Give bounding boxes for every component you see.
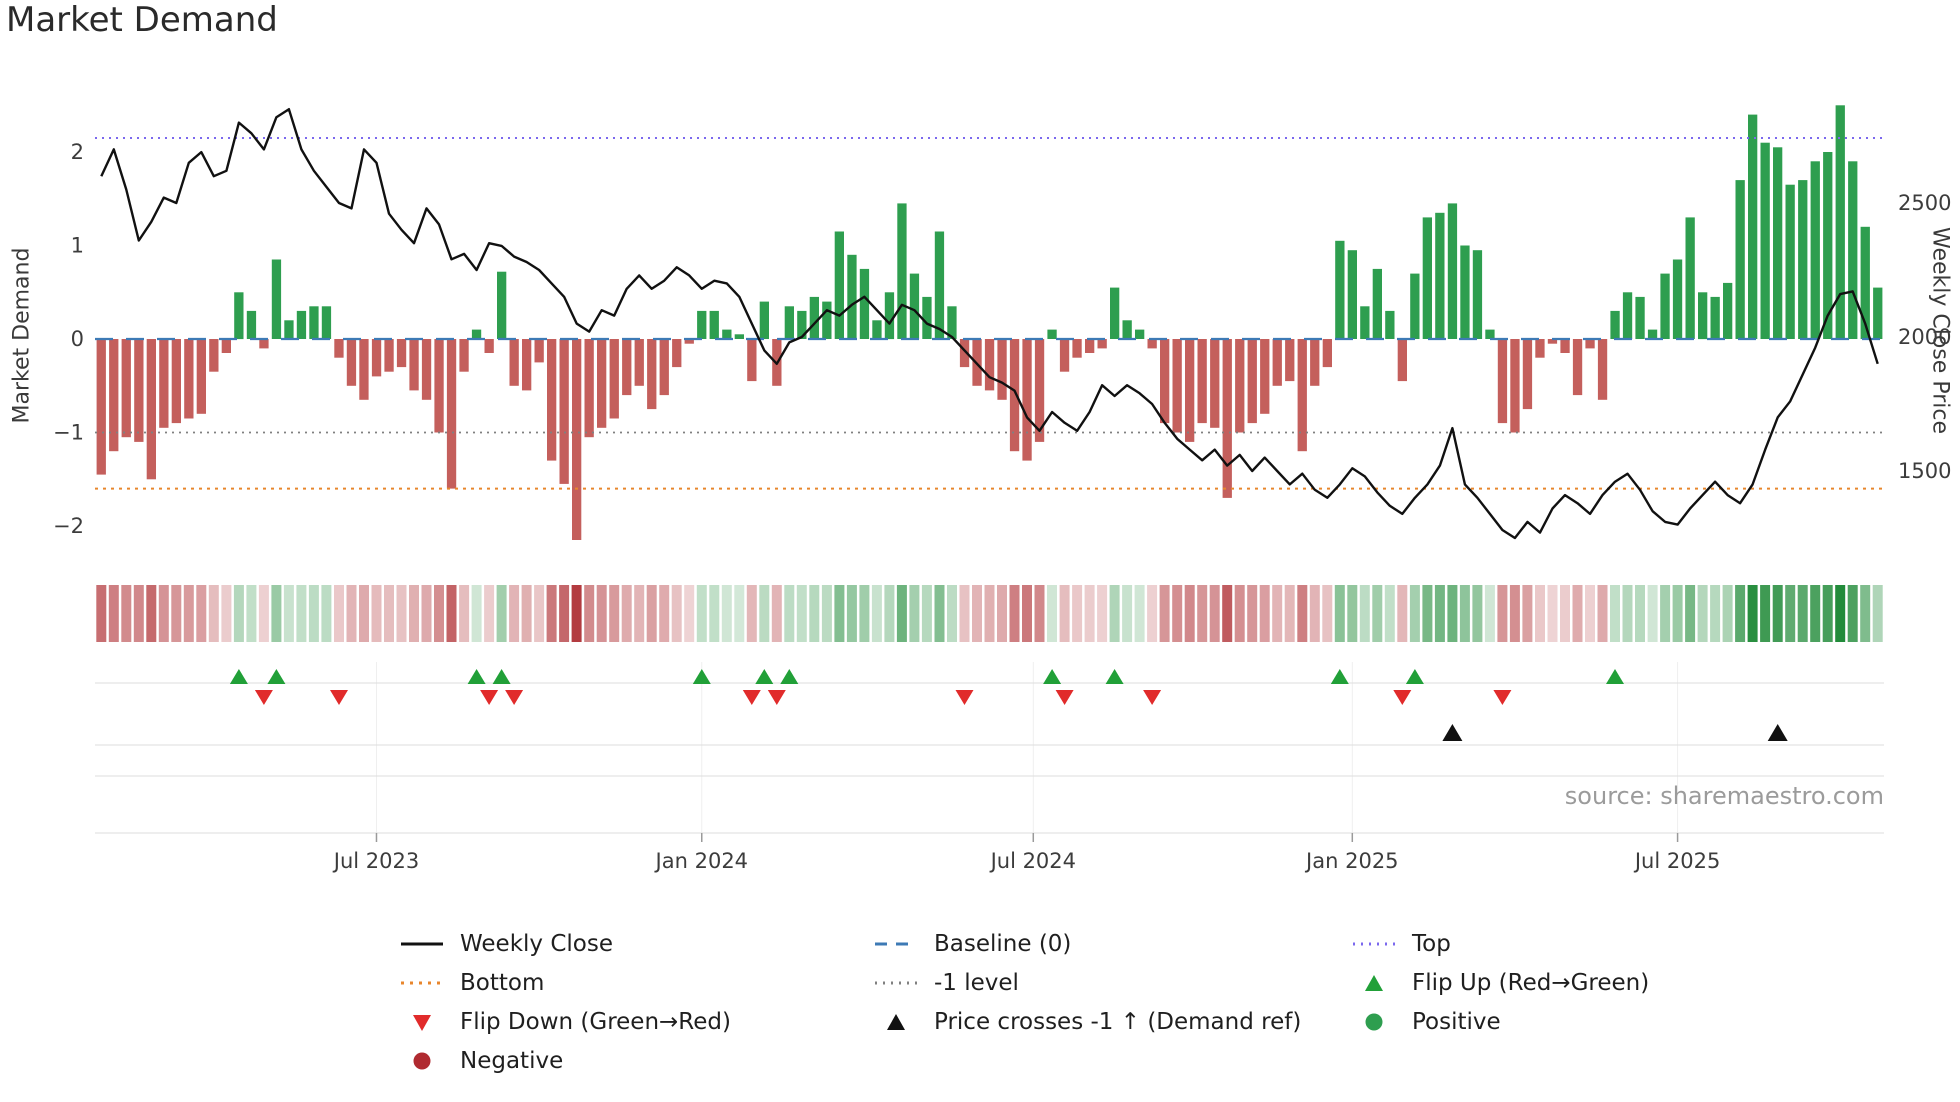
svg-text:0: 0 xyxy=(71,327,84,351)
svg-text:−2: −2 xyxy=(53,514,84,538)
axis-ticks: 2 1 0 −1 −2 2500 2000 1500 Jul 2023 Jan 2024 Jul 2… xyxy=(53,140,1951,873)
market-demand-chart: 2 1 0 −1 −2 2500 2000 1500 Jul 2023 Jan 2024 Jul 2… xyxy=(53,105,1951,873)
legend-label-price-cross: Price crosses -1 ↑ (Demand ref) xyxy=(934,1008,1302,1035)
legend-item-flip-down: Flip Down (Green→Red) xyxy=(398,1009,872,1035)
price-cross-marker xyxy=(1442,724,1463,741)
svg-text:2500: 2500 xyxy=(1898,191,1951,215)
flip-up-marker xyxy=(755,669,774,684)
baseline-dashed-line-icon xyxy=(872,933,920,955)
flip-up-marker xyxy=(1105,669,1124,684)
price-cross-marker xyxy=(1767,724,1788,741)
flip-up-marker xyxy=(1405,669,1424,684)
flip-down-marker xyxy=(1393,690,1412,705)
legend-item-weekly-close: Weekly Close xyxy=(398,931,872,957)
page-title: Market Demand xyxy=(6,0,278,40)
flip-up-triangle-icon xyxy=(1350,972,1398,994)
legend-item-negative: Negative xyxy=(398,1048,872,1074)
flip-down-marker xyxy=(955,690,974,705)
legend-item-bottom: Bottom xyxy=(398,970,872,996)
price-cross-triangle-icon xyxy=(872,1011,920,1033)
flip-down-triangle-icon xyxy=(398,1011,446,1033)
negative-dot-icon xyxy=(398,1050,446,1072)
legend-item-top: Top xyxy=(1350,931,1649,957)
svg-text:Jan 2025: Jan 2025 xyxy=(1304,849,1399,873)
svg-text:2: 2 xyxy=(71,140,84,164)
legend-label-weekly-close: Weekly Close xyxy=(460,930,613,957)
flip-down-marker xyxy=(1143,690,1162,705)
legend-label-top: Top xyxy=(1412,930,1451,957)
flip-down-marker xyxy=(1493,690,1512,705)
flip-up-marker xyxy=(692,669,711,684)
legend-item-minus1-level: -1 level xyxy=(872,970,1350,996)
legend-item-baseline: Baseline (0) xyxy=(872,931,1350,957)
legend-label-positive: Positive xyxy=(1412,1008,1501,1035)
svg-text:Jan 2024: Jan 2024 xyxy=(654,849,749,873)
flip-up-marker xyxy=(229,669,248,684)
demand-heatmap-strip xyxy=(96,585,1883,642)
flip-down-marker xyxy=(1055,690,1074,705)
flip-down-marker xyxy=(254,690,273,705)
svg-text:1: 1 xyxy=(71,234,84,258)
svg-text:Jul 2024: Jul 2024 xyxy=(989,849,1076,873)
flip-down-marker xyxy=(742,690,761,705)
flip-up-marker xyxy=(267,669,286,684)
top-dotted-line-icon xyxy=(1350,933,1398,955)
lower-gridlines xyxy=(95,662,1884,834)
legend-item-positive: Positive xyxy=(1350,1009,1649,1035)
flip-up-marker xyxy=(1330,669,1349,684)
flip-down-marker xyxy=(480,690,499,705)
svg-text:Jul 2025: Jul 2025 xyxy=(1633,849,1720,873)
legend-label-minus1: -1 level xyxy=(934,969,1019,996)
legend-label-baseline: Baseline (0) xyxy=(934,930,1072,957)
flip-up-marker xyxy=(492,669,511,684)
legend-label-flip-up: Flip Up (Red→Green) xyxy=(1412,969,1650,996)
event-markers xyxy=(229,669,1788,741)
bottom-dotted-line-icon xyxy=(398,972,446,994)
flip-up-marker xyxy=(467,669,486,684)
flip-down-marker xyxy=(505,690,524,705)
flip-down-marker xyxy=(330,690,348,705)
weekly-close-line xyxy=(100,107,1879,540)
source-attribution: source: sharemaestro.com xyxy=(1564,782,1884,810)
svg-text:Jul 2023: Jul 2023 xyxy=(332,849,419,873)
flip-up-marker xyxy=(780,669,799,684)
flip-up-marker xyxy=(1606,669,1624,684)
minus1-dotted-line-icon xyxy=(872,972,920,994)
svg-text:2000: 2000 xyxy=(1898,325,1951,349)
legend-item-price-cross: Price crosses -1 ↑ (Demand ref) xyxy=(872,1009,1350,1035)
svg-text:1500: 1500 xyxy=(1898,459,1951,483)
flip-up-marker xyxy=(1043,669,1062,684)
legend-label-bottom: Bottom xyxy=(460,969,545,996)
reference-lines xyxy=(95,136,1884,490)
demand-bars xyxy=(96,105,1883,540)
flip-down-marker xyxy=(767,690,786,705)
svg-text:−1: −1 xyxy=(53,421,84,445)
legend-label-flip-down: Flip Down (Green→Red) xyxy=(460,1008,731,1035)
legend-item-flip-up: Flip Up (Red→Green) xyxy=(1350,970,1649,996)
legend: Weekly Close Baseline (0) Top Bottom -1 … xyxy=(398,924,1649,1080)
legend-label-negative: Negative xyxy=(460,1047,564,1074)
weekly-close-line-icon xyxy=(398,933,446,955)
positive-dot-icon xyxy=(1350,1011,1398,1033)
